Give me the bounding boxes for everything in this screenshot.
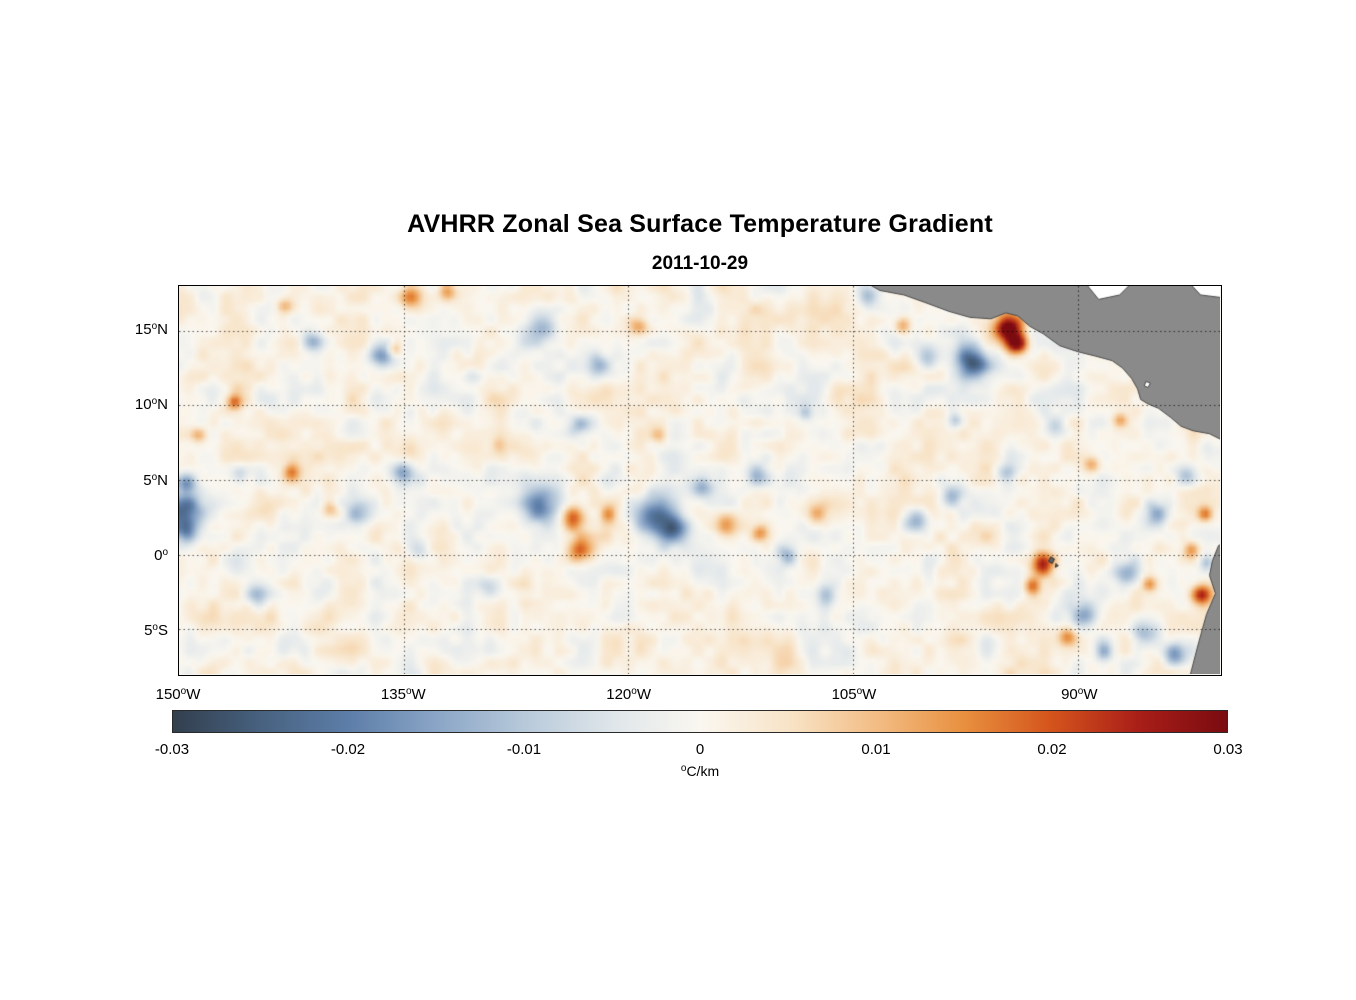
colorbar-tick-label: 0.01 bbox=[861, 741, 891, 758]
colorbar-tick-label: -0.01 bbox=[506, 741, 542, 758]
map-plot bbox=[178, 285, 1222, 676]
x-tick-label: 120oW bbox=[606, 686, 652, 703]
unit-text: C/km bbox=[686, 763, 720, 779]
y-tick-label: 5oN bbox=[143, 471, 168, 489]
x-tick-label: 135oW bbox=[380, 686, 426, 703]
degree-symbol: o bbox=[680, 763, 687, 774]
colorbar-unit-label: oC/km bbox=[578, 763, 822, 779]
degree-symbol: o bbox=[631, 686, 637, 697]
y-tick-label: 15oN bbox=[134, 321, 168, 339]
degree-symbol: o bbox=[151, 396, 158, 408]
degree-symbol: o bbox=[405, 686, 412, 697]
x-tick-label: 105oW bbox=[831, 686, 877, 703]
y-tick-label: 5oS bbox=[144, 621, 168, 639]
x-tick-label: 150oW bbox=[155, 686, 201, 703]
chart-date: 2011-10-29 bbox=[651, 253, 749, 274]
colorbar-tick-label: 0.02 bbox=[1037, 741, 1067, 758]
degree-symbol: o bbox=[151, 471, 158, 483]
map-canvas bbox=[179, 286, 1220, 674]
y-tick-label: 0o bbox=[154, 546, 168, 564]
degree-symbol: o bbox=[162, 546, 168, 558]
degree-symbol: o bbox=[1077, 686, 1084, 697]
colorbar-gradient bbox=[172, 710, 1228, 733]
colorbar-tick-label: 0.03 bbox=[1213, 741, 1243, 758]
colorbar-tick-label: -0.03 bbox=[154, 741, 190, 758]
degree-symbol: o bbox=[152, 621, 158, 633]
colorbar-tick-label: 0 bbox=[695, 741, 705, 758]
degree-symbol: o bbox=[180, 686, 187, 697]
y-tick-label: 10oN bbox=[134, 396, 168, 414]
chart-title: AVHRR Zonal Sea Surface Temperature Grad… bbox=[407, 210, 993, 238]
degree-symbol: o bbox=[856, 686, 863, 697]
colorbar-tick-label: -0.02 bbox=[330, 741, 366, 758]
degree-symbol: o bbox=[151, 321, 158, 333]
x-tick-label: 90oW bbox=[1061, 686, 1098, 703]
